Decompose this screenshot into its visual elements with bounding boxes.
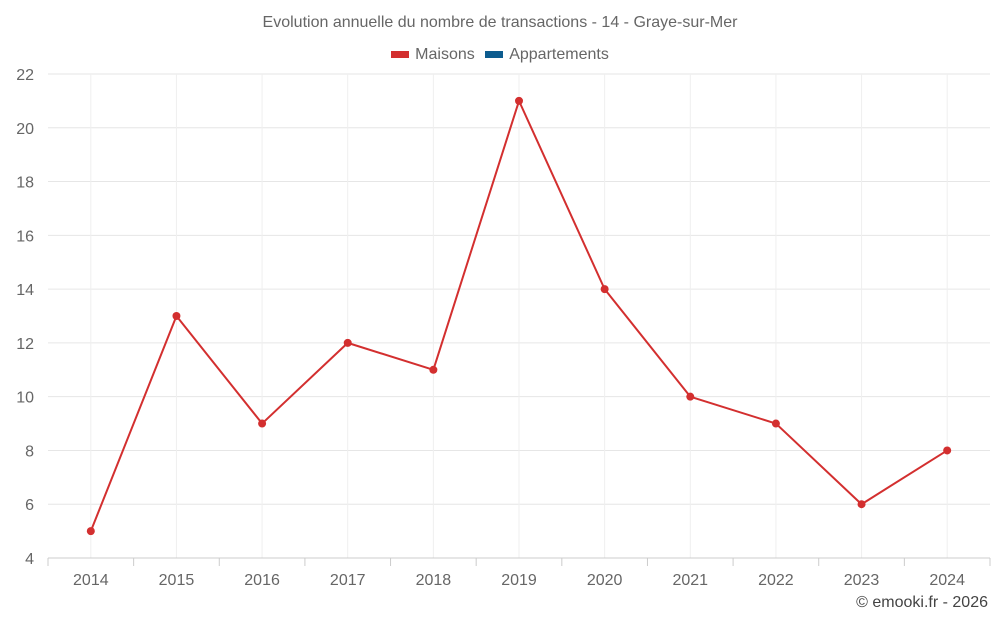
x-tick-label: 2021: [672, 572, 708, 589]
legend-label-maisons: Maisons: [415, 45, 475, 63]
data-point: [857, 500, 866, 509]
legend-swatch-appartements: [485, 51, 504, 58]
x-tick-label: 2023: [844, 572, 880, 589]
data-point: [343, 338, 352, 347]
y-tick-label: 10: [16, 390, 34, 407]
legend-label-appartements: Appartements: [509, 45, 609, 63]
chart-title: Evolution annuelle du nombre de transact…: [262, 14, 738, 31]
data-point: [515, 96, 523, 105]
y-tick-label: 12: [16, 336, 34, 353]
legend-item-appartements[interactable]: Appartements: [485, 46, 609, 64]
y-tick-label: 18: [16, 175, 34, 192]
y-tick-label: 20: [16, 121, 34, 138]
y-axis: 4 6 8 10 12 14 16 18 20 22: [16, 67, 34, 568]
legend-swatch-maisons: [391, 51, 410, 58]
x-tick-label: 2018: [416, 572, 452, 589]
data-point: [771, 419, 780, 428]
x-tick-label: 2014: [73, 572, 109, 589]
series-layer: [86, 96, 952, 536]
data-point: [258, 419, 267, 428]
x-axis: 2014 2015 2016 2017 2018 2019 2020 2021 2022 2023…: [47, 557, 991, 589]
grid-lines: [48, 73, 990, 559]
y-tick-label: 8: [25, 443, 34, 460]
copyright-credit: © emooki.fr - 2026: [856, 594, 988, 611]
data-point: [600, 285, 609, 294]
data-point: [686, 392, 695, 401]
x-tick-label: 2024: [929, 572, 965, 589]
x-tick-label: 2016: [244, 572, 280, 589]
data-point: [172, 312, 181, 320]
y-tick-label: 22: [16, 67, 34, 84]
data-point: [429, 365, 438, 374]
x-tick-label: 2022: [758, 572, 794, 589]
y-tick-label: 14: [16, 282, 34, 299]
x-tick-label: 2020: [587, 572, 623, 589]
y-tick-label: 4: [25, 551, 34, 568]
y-tick-label: 6: [25, 497, 34, 514]
data-point: [943, 446, 952, 455]
x-tick-label: 2015: [159, 572, 195, 589]
x-tick-label: 2019: [501, 572, 537, 589]
x-tick-label: 2017: [330, 572, 366, 589]
legend-item-maisons[interactable]: Maisons: [391, 46, 475, 64]
y-tick-label: 16: [16, 228, 34, 245]
data-point: [86, 527, 95, 536]
chart-legend: Maisons Appartements: [0, 45, 1000, 64]
